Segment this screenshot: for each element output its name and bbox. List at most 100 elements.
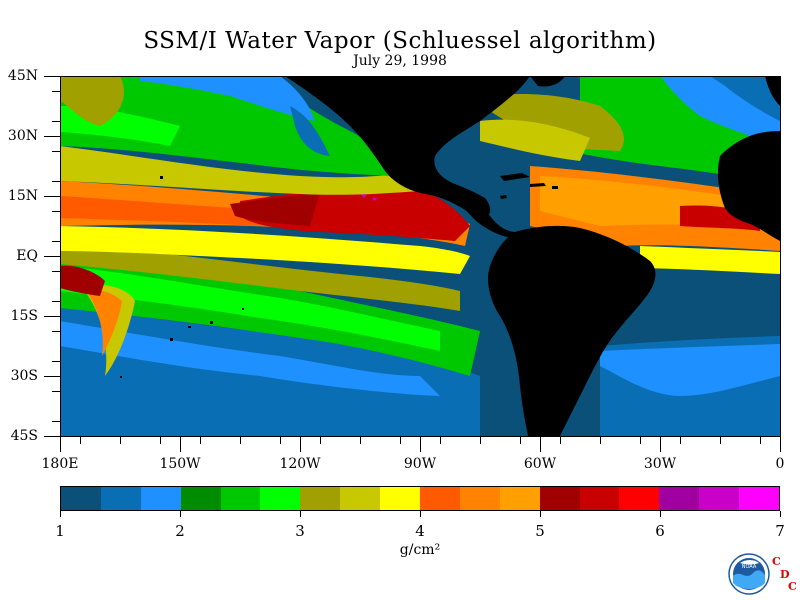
colorbar-tick <box>780 511 781 517</box>
colorbar-segment <box>100 487 141 510</box>
lat-label-30s: 30S <box>10 368 38 384</box>
colorbar-segment <box>539 487 580 510</box>
lat-tick <box>44 316 60 317</box>
vapor-band-4-eq-atl <box>640 246 780 274</box>
lon-tick <box>60 436 61 452</box>
vapor-band-6plus-epac <box>360 192 377 201</box>
colorbar-label-1: 1 <box>55 522 65 540</box>
colorbar-segment <box>140 487 181 510</box>
lon-tick <box>420 436 421 452</box>
central-america-land <box>455 184 515 238</box>
lon-minor-tick <box>240 436 241 444</box>
colorbar-segment <box>220 487 261 510</box>
lat-tick <box>44 76 60 77</box>
vapor-band-4-eq <box>60 226 470 274</box>
colorbar-segment <box>619 487 660 510</box>
lon-label-180e: 180E <box>41 456 79 472</box>
colorbar-segment <box>260 487 301 510</box>
vapor-band-3to4-south <box>60 244 460 311</box>
colorbar-tick <box>300 511 301 517</box>
lon-tick <box>300 436 301 452</box>
colorbar-units: g/cm² <box>399 542 441 558</box>
vapor-band-4-nwpac <box>60 76 124 126</box>
lat-minor-tick <box>52 211 60 212</box>
vapor-band-5-spac <box>60 265 105 296</box>
lat-minor-tick <box>52 91 60 92</box>
lon-tick <box>540 436 541 452</box>
lat-label-15n: 15N <box>7 188 38 204</box>
vapor-band-natl-yellow <box>480 119 590 161</box>
south-america-land <box>488 225 656 436</box>
lon-label-0: 0 <box>775 456 785 472</box>
lat-minor-tick <box>52 331 60 332</box>
lon-label-60w: 60W <box>523 456 557 472</box>
lon-label-90w: 90W <box>403 456 437 472</box>
colorbar-segment <box>380 487 421 510</box>
south-pacific-plume-core <box>85 289 122 356</box>
vapor-band-3-south <box>60 266 440 351</box>
lon-tick <box>660 436 661 452</box>
lon-minor-tick <box>560 436 561 444</box>
lat-label-45s: 45S <box>10 428 38 444</box>
cdc-letter-1: C <box>772 555 781 568</box>
lon-minor-tick <box>400 436 401 444</box>
colorbar-segment <box>739 487 780 510</box>
lon-minor-tick <box>280 436 281 444</box>
lat-minor-tick <box>52 391 60 392</box>
vapor-band-1to2-north <box>290 106 330 156</box>
lat-minor-tick <box>52 421 60 422</box>
colorbar-tick <box>420 511 421 517</box>
lon-minor-tick <box>320 436 321 444</box>
lat-minor-tick <box>52 271 60 272</box>
lon-minor-tick <box>160 436 161 444</box>
map-date: July 29, 1998 <box>353 53 447 69</box>
greenland-land <box>530 76 565 87</box>
lat-tick <box>44 196 60 197</box>
vapor-band-2-north <box>140 76 315 121</box>
colorbar-segment <box>420 487 460 510</box>
vapor-band-2-satl <box>600 344 780 396</box>
lat-minor-tick <box>52 361 60 362</box>
lon-minor-tick <box>200 436 201 444</box>
colorbar-segment <box>61 487 101 510</box>
vapor-band-3-north <box>60 76 390 176</box>
colorbar-tick <box>60 511 61 517</box>
colorbar-segment <box>579 487 620 510</box>
colorbar-label-5: 5 <box>535 522 545 540</box>
colorbar-segment <box>499 487 540 510</box>
lon-minor-tick <box>480 436 481 444</box>
vapor-band-natl-dark <box>710 76 780 121</box>
lon-minor-tick <box>760 436 761 444</box>
lon-minor-tick <box>600 436 601 444</box>
colorbar-segment <box>180 487 221 510</box>
water-vapor-map <box>60 76 780 436</box>
cdc-letter-2: D <box>780 568 790 581</box>
lon-label-120w: 120W <box>279 456 321 472</box>
lon-minor-tick <box>640 436 641 444</box>
lon-minor-tick <box>720 436 721 444</box>
colorbar-label-3: 3 <box>295 522 305 540</box>
lon-minor-tick <box>680 436 681 444</box>
north-america-land <box>285 76 530 217</box>
lat-minor-tick <box>52 181 60 182</box>
colorbar-label-4: 4 <box>415 522 425 540</box>
lon-minor-tick <box>120 436 121 444</box>
colorbar-label-2: 2 <box>175 522 185 540</box>
colorbar-label-7: 7 <box>775 522 785 540</box>
lon-tick <box>180 436 181 452</box>
vapor-band-natl-olive <box>490 94 624 151</box>
vapor-band-5-epac-edge <box>230 192 320 226</box>
lat-tick <box>44 136 60 137</box>
europe-land <box>765 76 780 106</box>
vapor-band-1to2-sa <box>60 321 440 396</box>
lon-minor-tick <box>80 436 81 444</box>
noaa-logo: NOAA <box>728 553 770 595</box>
noaa-logo-text: NOAA <box>742 564 757 570</box>
lat-label-eq: EQ <box>16 248 38 264</box>
lon-minor-tick <box>520 436 521 444</box>
caribbean-islands <box>500 173 558 199</box>
colorbar-label-6: 6 <box>655 522 665 540</box>
colorbar-segment <box>699 487 740 510</box>
map-canvas <box>60 76 780 436</box>
colorbar-segment <box>340 487 381 510</box>
